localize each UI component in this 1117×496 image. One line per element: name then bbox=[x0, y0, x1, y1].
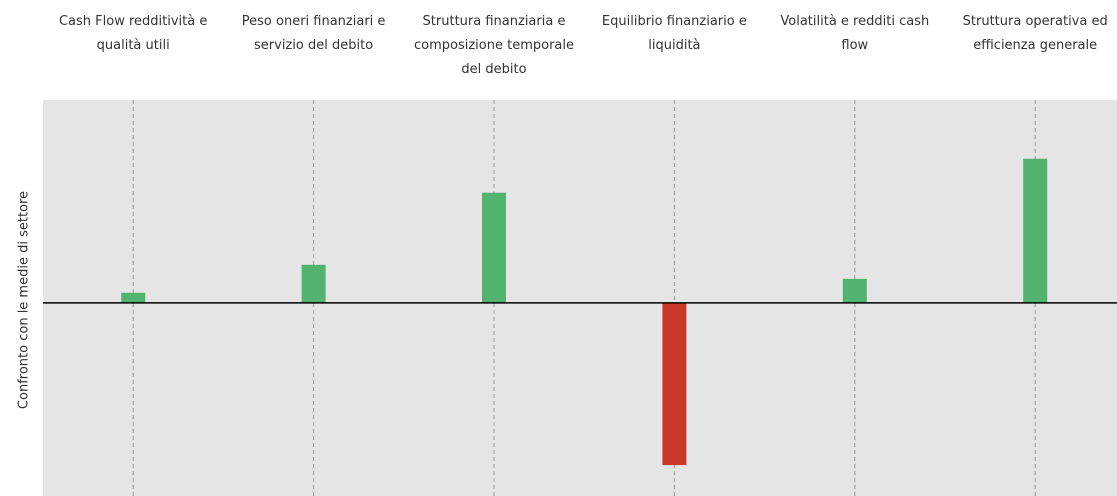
x-tick-label: Volatilità e redditi cash flow bbox=[780, 14, 930, 53]
x-tick-label: Struttura operativa ed efficienza genera… bbox=[962, 14, 1108, 53]
bar bbox=[842, 278, 867, 303]
x-tick-label: Peso oneri finanziari e servizio del deb… bbox=[241, 14, 386, 53]
plot-background bbox=[43, 100, 1117, 496]
bar bbox=[301, 264, 326, 303]
bar bbox=[121, 292, 146, 303]
y-axis-label: Confronto con le medie di settore bbox=[17, 191, 32, 409]
bar bbox=[662, 302, 687, 466]
bar bbox=[482, 192, 506, 303]
x-tick-label: Equilibrio finanziario e liquidità bbox=[601, 14, 747, 53]
x-tick-label: Cash Flow redditività e qualità utili bbox=[58, 14, 208, 53]
x-tick-label: Struttura finanziaria e composizione tem… bbox=[414, 14, 574, 77]
bar bbox=[1023, 158, 1048, 303]
